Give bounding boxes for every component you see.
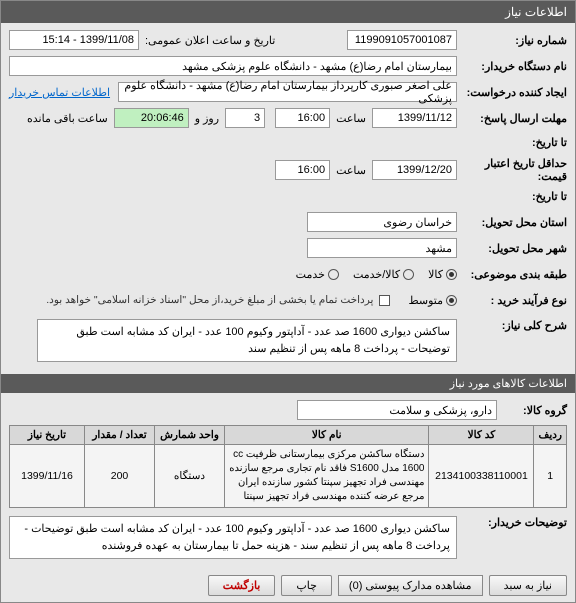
radio-goods-label: کالا	[428, 268, 443, 281]
process-label: نوع فرآیند خرید :	[457, 294, 567, 307]
window-title: اطلاعات نیاز	[505, 5, 567, 19]
city-field: مشهد	[307, 238, 457, 258]
time-label-1: ساعت	[330, 112, 372, 125]
requirement-window: اطلاعات نیاز شماره نیاز: 119909105700108…	[0, 0, 576, 603]
items-section-title: اطلاعات کالاهای مورد نیاز	[1, 374, 575, 393]
cell-code: 2134100338110001	[429, 445, 534, 508]
countdown-field: 20:06:46	[114, 108, 189, 128]
days-remaining-field: 3	[225, 108, 265, 128]
th-date: تاریخ نیاز	[10, 426, 85, 445]
th-qty: تعداد / مقدار	[85, 426, 155, 445]
cell-qty: 200	[85, 445, 155, 508]
radio-dot-icon	[328, 269, 339, 280]
radio-service-label: خدمت	[296, 268, 325, 281]
desc-field: ساکشن دیواری 1600 صد عدد - آداپتور وکیوم…	[37, 319, 457, 362]
cell-name: دستگاه ساکشن مرکزی بیمارستانی ظرفیت cc 1…	[225, 445, 429, 508]
creator-field: علی اصغر صبوری کارپرداز بیمارستان امام ر…	[118, 82, 457, 102]
buyer-desc-field: ساکشن دیواری 1600 صد عدد - آداپتور وکیوم…	[9, 516, 457, 559]
th-row: ردیف	[534, 426, 567, 445]
radio-normal-label: متوسط	[408, 294, 443, 307]
radio-dot-icon	[403, 269, 414, 280]
radio-goods[interactable]: کالا	[428, 268, 457, 281]
province-label: استان محل تحویل:	[457, 216, 567, 229]
th-code: کد کالا	[429, 426, 534, 445]
cell-unit: دستگاه	[155, 445, 225, 508]
to-date-label-2: تا تاریخ:	[457, 190, 567, 203]
time-label-2: ساعت	[330, 164, 372, 177]
req-no-label: شماره نیاز:	[457, 34, 567, 47]
th-unit: واحد شمارش	[155, 426, 225, 445]
footer-bar: نیاز به سبد مشاهده مدارک پیوستی (0) چاپ …	[1, 569, 575, 602]
radio-dot-icon	[446, 269, 457, 280]
deadline-label: مهلت ارسال پاسخ:	[457, 112, 567, 125]
attachments-button[interactable]: مشاهده مدارک پیوستی (0)	[338, 575, 483, 596]
min-valid-date-field: 1399/12/20	[372, 160, 457, 180]
cell-date: 1399/11/16	[10, 445, 85, 508]
th-name: نام کالا	[225, 426, 429, 445]
buyer-org-label: نام دستگاه خریدار:	[457, 60, 567, 73]
items-section: گروه کالا: دارو، پزشکی و سلامت ردیف کد ک…	[1, 393, 575, 569]
radio-service[interactable]: خدمت	[296, 268, 339, 281]
radio-normal[interactable]: متوسط	[408, 294, 457, 307]
group-label: گروه کالا:	[497, 404, 567, 417]
items-table: ردیف کد کالا نام کالا واحد شمارش تعداد /…	[9, 425, 567, 508]
public-dt-label: تاریخ و ساعت اعلان عمومی:	[139, 34, 281, 47]
contact-link[interactable]: اطلاعات تماس خریدار	[9, 86, 110, 99]
radio-goods-service-label: کالا/خدمت	[353, 268, 400, 281]
top-section: شماره نیاز: 1199091057001087 تاریخ و ساع…	[1, 23, 575, 372]
req-no-field: 1199091057001087	[347, 30, 457, 50]
radio-goods-service[interactable]: کالا/خدمت	[353, 268, 414, 281]
add-to-basket-button[interactable]: نیاز به سبد	[489, 575, 567, 596]
cell-idx: 1	[534, 445, 567, 508]
buyer-desc-label: توضیحات خریدار:	[457, 516, 567, 529]
public-dt-field: 1399/11/08 - 15:14	[9, 30, 139, 50]
table-row[interactable]: 1 2134100338110001 دستگاه ساکشن مرکزی بی…	[10, 445, 567, 508]
process-radio-group: متوسط	[408, 294, 457, 307]
buyer-org-field: بیمارستان امام رضا(ع) مشهد - دانشگاه علو…	[9, 56, 457, 76]
back-button[interactable]: بازگشت	[208, 575, 276, 596]
creator-label: ایجاد کننده درخواست:	[457, 86, 567, 99]
deadline-time-field: 16:00	[275, 108, 330, 128]
province-field: خراسان رضوی	[307, 212, 457, 232]
min-valid-time-field: 16:00	[275, 160, 330, 180]
window-title-bar: اطلاعات نیاز	[1, 1, 575, 23]
budget-label: طبقه بندی موضوعی:	[457, 268, 567, 281]
city-label: شهر محل تحویل:	[457, 242, 567, 255]
treasury-checkbox[interactable]	[379, 295, 390, 306]
radio-dot-icon	[446, 295, 457, 306]
print-button[interactable]: چاپ	[281, 575, 332, 596]
deadline-date-field: 1399/11/12	[372, 108, 457, 128]
days-label: روز و	[189, 112, 225, 125]
payment-note: پرداخت تمام یا بخشی از مبلغ خرید،از محل …	[46, 294, 373, 306]
desc-label: شرح کلی نیاز:	[457, 319, 567, 332]
group-field: دارو، پزشکی و سلامت	[297, 400, 497, 420]
min-valid-label: حداقل تاریخ اعتبار قیمت:	[457, 157, 567, 183]
to-date-label: تا تاریخ:	[457, 136, 567, 149]
remaining-label: ساعت باقی مانده	[21, 112, 114, 125]
table-header-row: ردیف کد کالا نام کالا واحد شمارش تعداد /…	[10, 426, 567, 445]
budget-radio-group: کالا کالا/خدمت خدمت	[296, 268, 457, 281]
